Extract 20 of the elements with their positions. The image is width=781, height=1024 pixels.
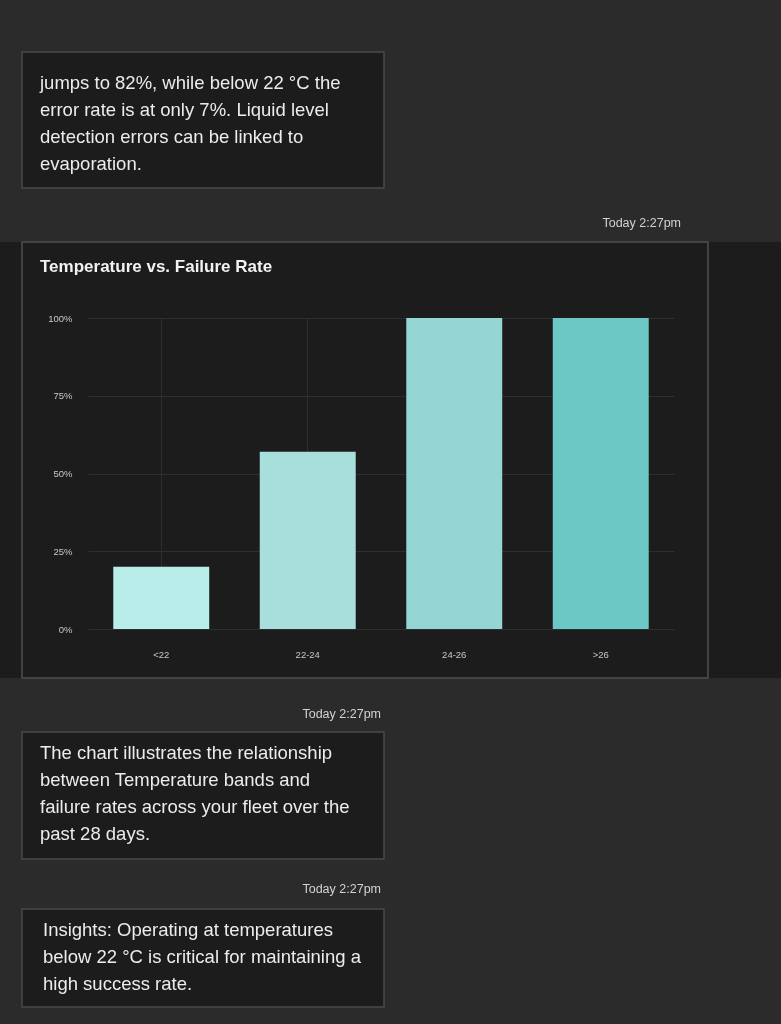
bar	[113, 566, 210, 629]
bar	[259, 451, 356, 629]
text: The chart illustrates the relationship between Temperature bands and failure rates across your fleet over the past 28 days.	[40, 742, 350, 844]
bar	[552, 318, 649, 629]
x-tick-label: <22	[153, 648, 170, 660]
y-tick-label: 0%	[58, 623, 74, 635]
chart-title: Temperature vs. Failure Rate	[40, 257, 273, 276]
x-tick-label: >26	[592, 648, 609, 660]
text: Insights: Operating at temperatures below 22 °C is critical for maintaining a high success rate.	[43, 919, 362, 994]
x-tick-label: 22-24	[295, 648, 320, 660]
bar	[406, 318, 503, 629]
text: Today 2:27pm	[602, 216, 681, 230]
y-tick-label: 50%	[53, 468, 74, 479]
y-tick-label: 100%	[48, 312, 74, 324]
text: Today 2:27pm	[302, 882, 381, 896]
x-tick-label: 24-26	[442, 648, 467, 660]
text: jumps to 82%, while below 22 °C the error rate is at only 7%. Liquid level detection errors can be linked to evaporation.	[39, 72, 341, 174]
text: Today 2:27pm	[302, 707, 381, 721]
y-tick-label: 75%	[53, 390, 74, 402]
y-tick-label: 25%	[53, 545, 74, 557]
